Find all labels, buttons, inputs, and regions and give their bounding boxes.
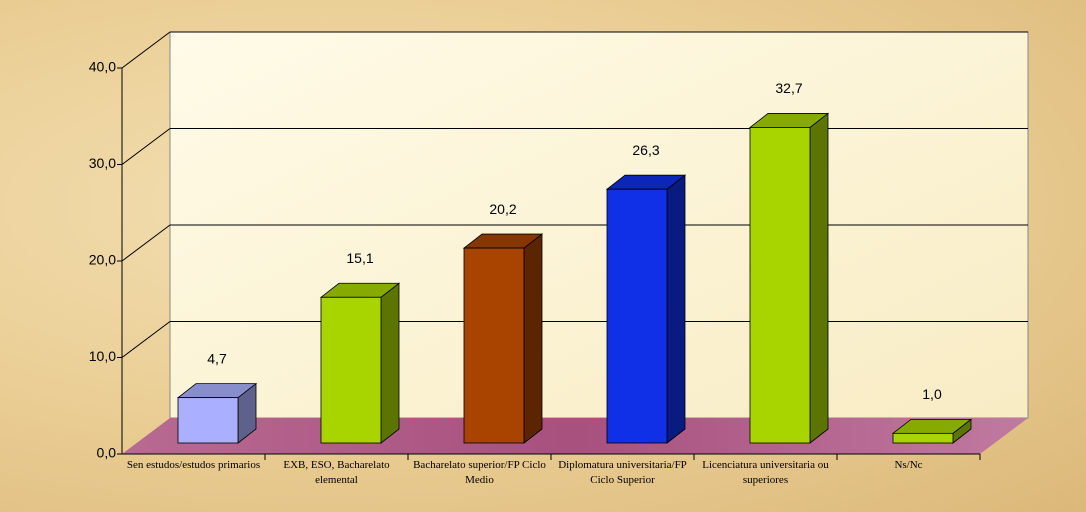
bar xyxy=(749,127,811,444)
x-tick-label: Bacharelato superior/FP Ciclo Medio xyxy=(413,459,546,486)
grid-line xyxy=(121,224,171,262)
bar xyxy=(892,432,954,444)
bar-side xyxy=(380,282,400,444)
bar xyxy=(320,296,382,444)
y-tick-label: 10,0 xyxy=(89,348,116,364)
value-label: 32,7 xyxy=(775,80,802,96)
x-tick-label: EXB, ESO, Bacharelato elemental xyxy=(283,459,390,486)
bar-side xyxy=(523,233,543,444)
x-tick-label: Licenciatura universitaria ou superiores xyxy=(702,459,829,486)
x-tick-label: Sen estudos/estudos primarios xyxy=(126,459,261,471)
grid-line xyxy=(121,321,171,358)
y-tick-label: 40,0 xyxy=(89,59,116,75)
grid-line xyxy=(121,128,171,165)
x-tick-label: Ns/Nc xyxy=(894,459,923,471)
value-label: 26,3 xyxy=(632,142,659,158)
y-tick-label: 0,0 xyxy=(97,445,117,461)
y-tick-label: 30,0 xyxy=(89,155,116,171)
value-label: 1,0 xyxy=(922,386,942,402)
value-label: 20,2 xyxy=(489,201,516,217)
grid-line xyxy=(121,31,171,69)
y-tick-label: 20,0 xyxy=(89,252,116,268)
bar xyxy=(606,188,668,444)
floor xyxy=(122,418,1028,454)
bar-side xyxy=(666,174,686,444)
x-tick-label: Diplomatura universitaria/FP Ciclo Super… xyxy=(558,459,687,486)
value-label: 4,7 xyxy=(207,350,227,366)
bar xyxy=(463,247,525,444)
bar xyxy=(177,397,239,444)
value-label: 15,1 xyxy=(346,250,373,266)
bar-side xyxy=(809,112,829,444)
